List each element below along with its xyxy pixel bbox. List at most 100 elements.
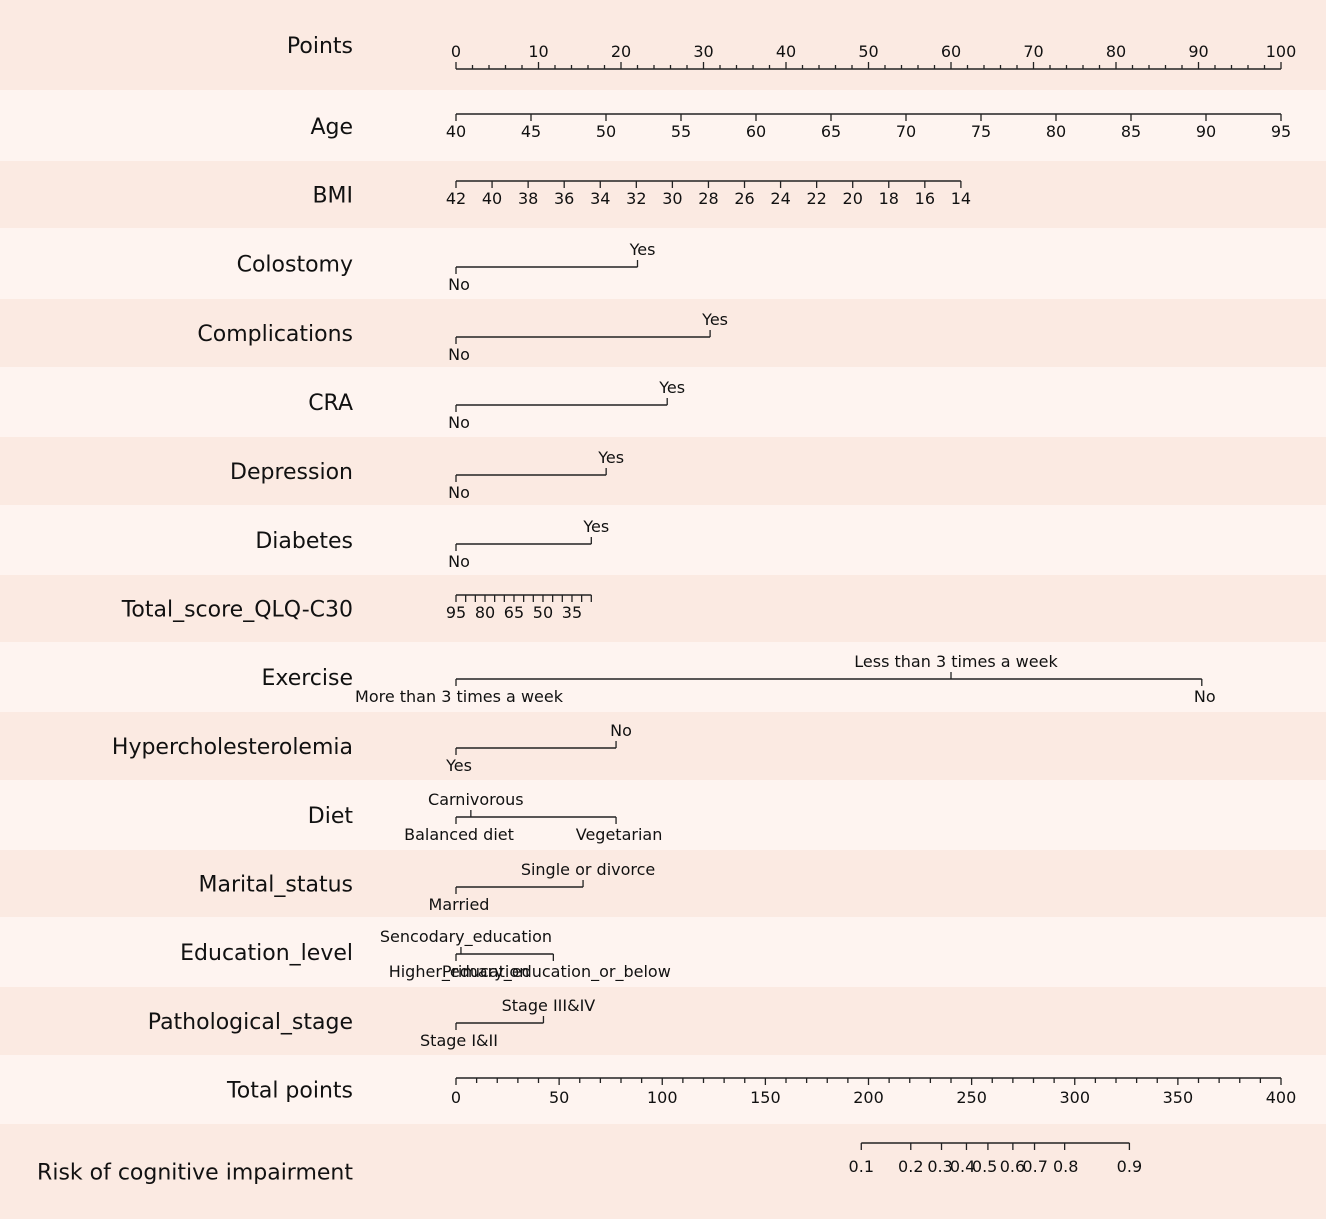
risk-tick-label: 0.5 bbox=[972, 1157, 997, 1176]
total-tick-label: 50 bbox=[549, 1088, 569, 1107]
row-band bbox=[0, 712, 1326, 780]
risk-tick-label: 0.8 bbox=[1053, 1157, 1078, 1176]
diet-level-label: Carnivorous bbox=[428, 790, 524, 809]
risk-tick-label: 0.6 bbox=[1000, 1157, 1025, 1176]
row-label-qlq: Total_score_QLQ-C30 bbox=[121, 598, 353, 623]
row-cra: CRA No Yes bbox=[0, 368, 1326, 436]
age-tick-label: 75 bbox=[971, 122, 991, 141]
row-label-depression: Depression bbox=[230, 460, 353, 485]
row-risk: Risk of cognitive impairment 0.1 0.2 0.30.4… bbox=[0, 1124, 1326, 1219]
row-label-bmi: BMI bbox=[312, 184, 353, 209]
points-tick-label: 50 bbox=[858, 42, 878, 61]
points-tick-label: 70 bbox=[1023, 42, 1043, 61]
age-tick-label: 60 bbox=[746, 122, 766, 141]
qlq-tick-label: 35 bbox=[562, 603, 582, 622]
cra-level-label: No bbox=[448, 413, 470, 432]
complications-level-label: No bbox=[448, 345, 470, 364]
diet-level-label: Vegetarian bbox=[576, 825, 663, 844]
bmi-tick-label: 40 bbox=[482, 189, 502, 208]
education-level-label: Higher_education bbox=[389, 962, 530, 982]
bmi-tick-label: 26 bbox=[734, 189, 754, 208]
marital-level-label: Married bbox=[429, 895, 490, 914]
row-band bbox=[0, 299, 1326, 367]
cra-level-label: Yes bbox=[658, 378, 685, 397]
row-label-exercise: Exercise bbox=[261, 666, 353, 691]
row-label-complications: Complications bbox=[197, 322, 353, 347]
row-band bbox=[0, 1124, 1326, 1219]
bmi-tick-label: 22 bbox=[806, 189, 826, 208]
bmi-tick-label: 42 bbox=[446, 189, 466, 208]
row-band bbox=[0, 575, 1326, 642]
total-tick-label: 100 bbox=[647, 1088, 678, 1107]
complications-level-label: Yes bbox=[701, 310, 728, 329]
row-label-diet: Diet bbox=[308, 804, 354, 829]
qlq-tick-label: 95 bbox=[446, 603, 466, 622]
row-qlq: Total_score_QLQ-C30 95 80 65 50 35 bbox=[0, 575, 1326, 642]
qlq-tick-label: 65 bbox=[504, 603, 524, 622]
age-tick-label: 45 bbox=[521, 122, 541, 141]
age-tick-label: 50 bbox=[596, 122, 616, 141]
age-tick-label: 80 bbox=[1046, 122, 1066, 141]
age-tick-label: 85 bbox=[1121, 122, 1141, 141]
row-label-diabetes: Diabetes bbox=[255, 529, 353, 554]
depression-level-label: No bbox=[448, 483, 470, 502]
row-band bbox=[0, 918, 1326, 986]
total-tick-label: 300 bbox=[1059, 1088, 1090, 1107]
row-complications: Complications No Yes bbox=[0, 299, 1326, 367]
row-band bbox=[0, 368, 1326, 436]
row-label-risk: Risk of cognitive impairment bbox=[37, 1161, 353, 1186]
row-colostomy: Colostomy No Yes bbox=[0, 229, 1326, 298]
points-tick-label: 60 bbox=[941, 42, 961, 61]
stage-level-label: Stage I&II bbox=[420, 1031, 498, 1050]
row-total: Total points 0 50 100 150 200 250 300 350 400 bbox=[0, 1056, 1326, 1123]
row-age: Age 40 45 50 55 60 65 70 75 80 85 90 95 bbox=[0, 92, 1326, 160]
risk-tick-label: 0.4 bbox=[950, 1157, 975, 1176]
row-band bbox=[0, 161, 1326, 228]
diabetes-level-label: Yes bbox=[582, 517, 609, 536]
points-tick-label: 100 bbox=[1266, 42, 1297, 61]
stage-level-label: Stage III&IV bbox=[502, 996, 596, 1015]
row-bmi: BMI 42 40 38 36 34 32 30 28 26 24 22 20 18 16 14 bbox=[0, 161, 1326, 228]
exercise-level-label: No bbox=[1194, 687, 1216, 706]
row-diabetes: Diabetes No Yes bbox=[0, 506, 1326, 574]
row-band bbox=[0, 1056, 1326, 1123]
points-tick-label: 0 bbox=[451, 42, 461, 61]
row-label-points: Points bbox=[287, 34, 353, 59]
diet-level-label: Balanced diet bbox=[404, 825, 514, 844]
risk-tick-label: 0.1 bbox=[849, 1157, 874, 1176]
row-diet: Diet Balanced diet Carnivorous Vegetarian bbox=[0, 781, 1326, 849]
row-band bbox=[0, 506, 1326, 574]
bmi-tick-label: 18 bbox=[879, 189, 899, 208]
bmi-tick-label: 32 bbox=[626, 189, 646, 208]
colostomy-level-label: No bbox=[448, 275, 470, 294]
bmi-tick-label: 16 bbox=[915, 189, 935, 208]
row-band bbox=[0, 92, 1326, 160]
total-tick-label: 400 bbox=[1266, 1088, 1297, 1107]
age-tick-label: 40 bbox=[446, 122, 466, 141]
qlq-tick-label: 80 bbox=[475, 603, 495, 622]
row-label-education: Education_level bbox=[180, 941, 353, 966]
risk-tick-label: 0.7 bbox=[1022, 1157, 1047, 1176]
total-tick-label: 150 bbox=[750, 1088, 781, 1107]
row-label-colostomy: Colostomy bbox=[237, 253, 353, 278]
age-tick-label: 55 bbox=[671, 122, 691, 141]
age-tick-label: 90 bbox=[1196, 122, 1216, 141]
row-label-stage: Pathological_stage bbox=[148, 1010, 353, 1035]
row-hyperchol: Hypercholesterolemia Yes No bbox=[0, 712, 1326, 780]
age-tick-label: 70 bbox=[896, 122, 916, 141]
bmi-tick-label: 38 bbox=[518, 189, 538, 208]
row-points: Points 0 10 20 30 40 50 60 70 80 90 100 bbox=[0, 0, 1326, 90]
education-level-label: Sencodary_education bbox=[380, 927, 552, 947]
row-education: Education_level Higher_education Sencodary… bbox=[0, 918, 1326, 986]
bmi-tick-label: 30 bbox=[662, 189, 682, 208]
bmi-tick-label: 20 bbox=[843, 189, 863, 208]
colostomy-level-label: Yes bbox=[629, 240, 656, 259]
risk-tick-label: 0.9 bbox=[1117, 1157, 1142, 1176]
row-band bbox=[0, 781, 1326, 849]
row-band bbox=[0, 229, 1326, 298]
bmi-tick-label: 36 bbox=[554, 189, 574, 208]
row-label-total: Total points bbox=[226, 1079, 353, 1104]
